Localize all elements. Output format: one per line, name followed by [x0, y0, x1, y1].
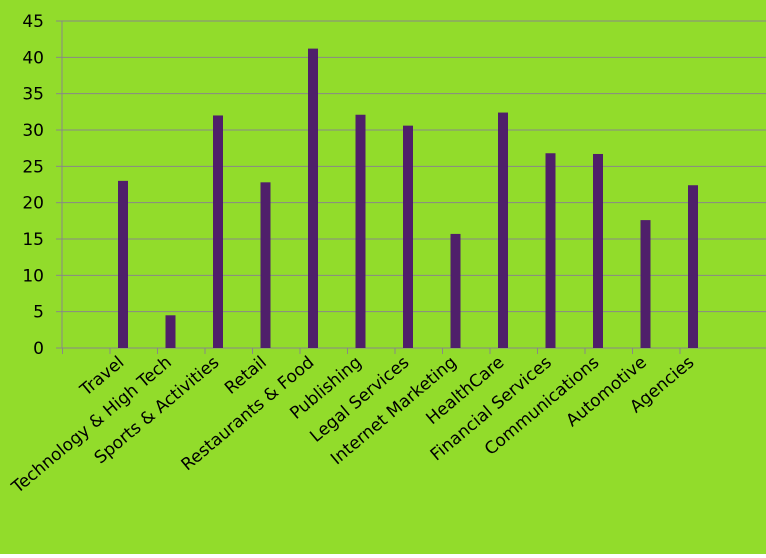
y-tick-label-15: 15 — [22, 230, 44, 250]
bar-technology-and-high-tech — [165, 315, 176, 348]
y-tick-label-5: 5 — [33, 303, 44, 323]
y-tick-label-10: 10 — [22, 266, 44, 286]
bar-legal-services — [403, 125, 413, 348]
bar-financial-services — [545, 153, 556, 348]
y-tick-label-0: 0 — [33, 339, 44, 359]
bar-internet-marketing — [450, 233, 461, 348]
gridlines — [62, 20, 766, 313]
y-tick-label-30: 30 — [22, 121, 44, 141]
y-tick-label-25: 25 — [22, 157, 44, 177]
bar-automotive — [640, 220, 651, 348]
bar-sports-and-activities — [213, 115, 223, 348]
bar-communications — [593, 153, 603, 348]
y-tick-label-20: 20 — [22, 194, 44, 214]
bar-healthcare — [498, 112, 508, 348]
y-tick-labels: 0 5 10 15 20 25 30 35 40 45 — [22, 12, 44, 359]
bar-agencies — [688, 185, 698, 348]
bar-publishing — [355, 114, 366, 349]
bar-travel — [118, 180, 128, 348]
bars — [118, 48, 698, 349]
y-tick-label-35: 35 — [22, 85, 44, 105]
bar-restaurants-and-food — [308, 48, 318, 348]
y-tick-label-45: 45 — [22, 12, 44, 32]
y-tick-label-40: 40 — [22, 48, 44, 68]
bar-retail — [260, 182, 271, 348]
